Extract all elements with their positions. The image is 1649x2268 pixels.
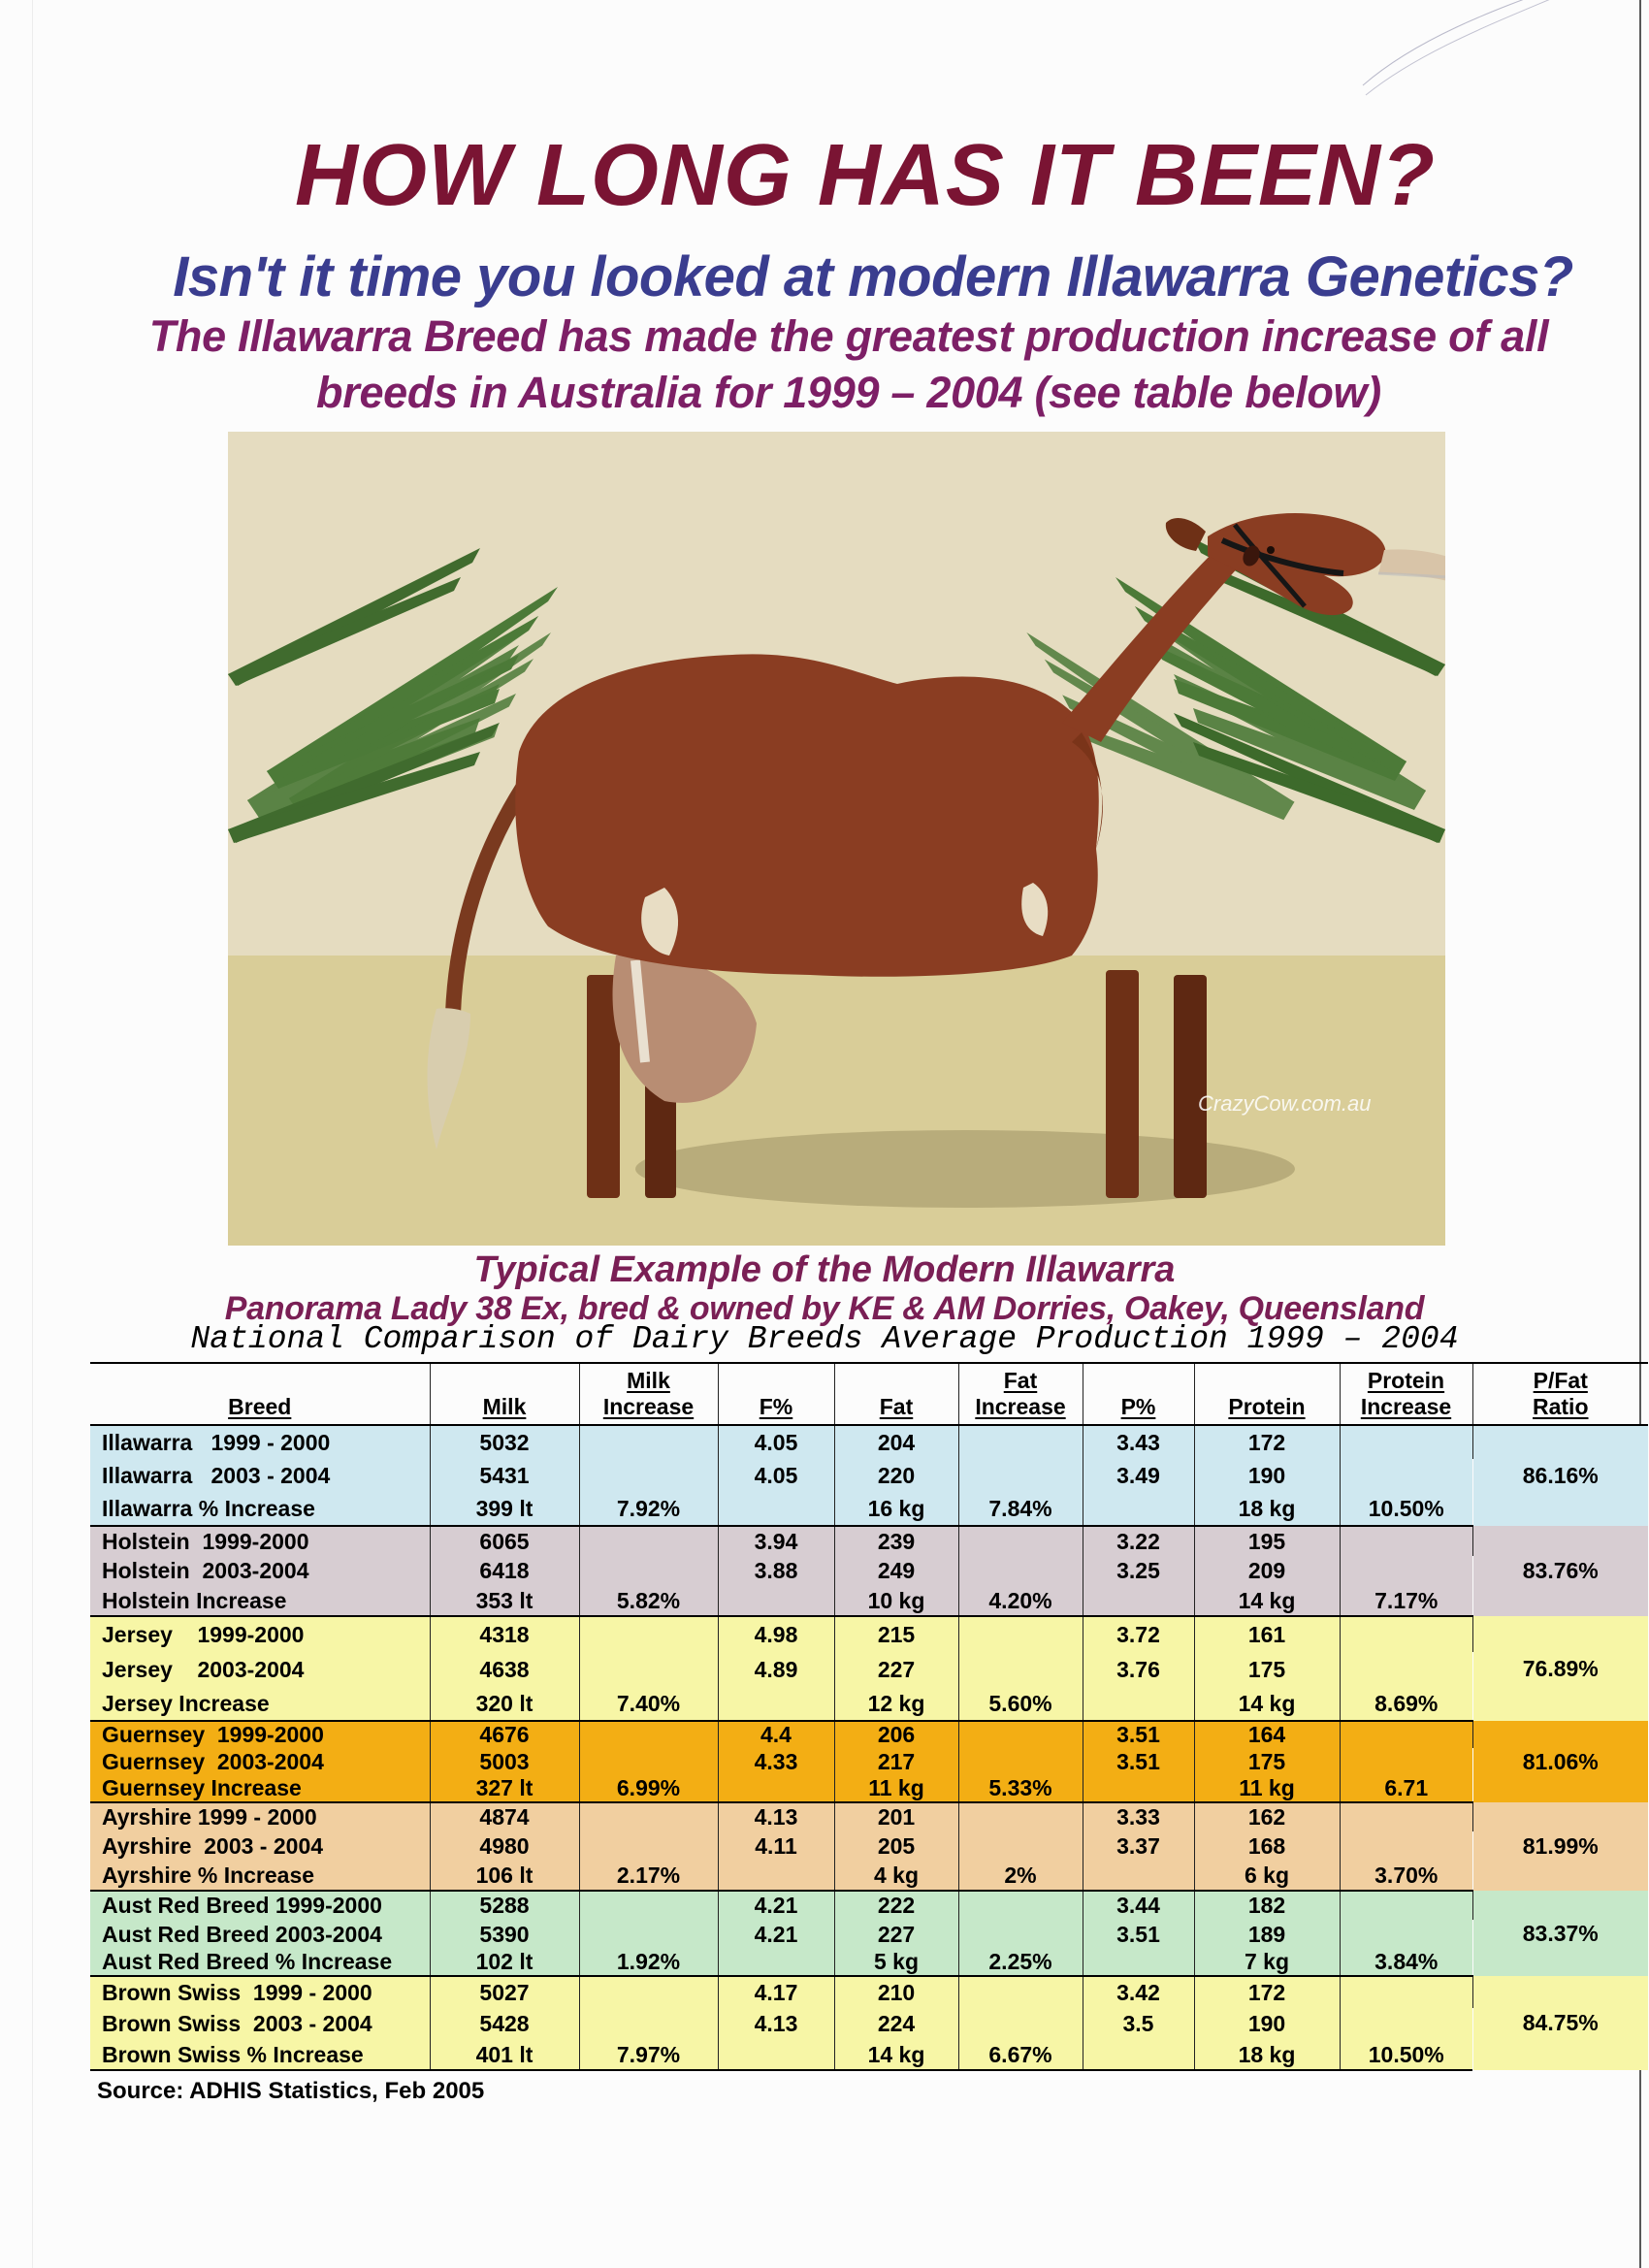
svg-text:CrazyCow.com.au: CrazyCow.com.au xyxy=(1198,1091,1372,1116)
